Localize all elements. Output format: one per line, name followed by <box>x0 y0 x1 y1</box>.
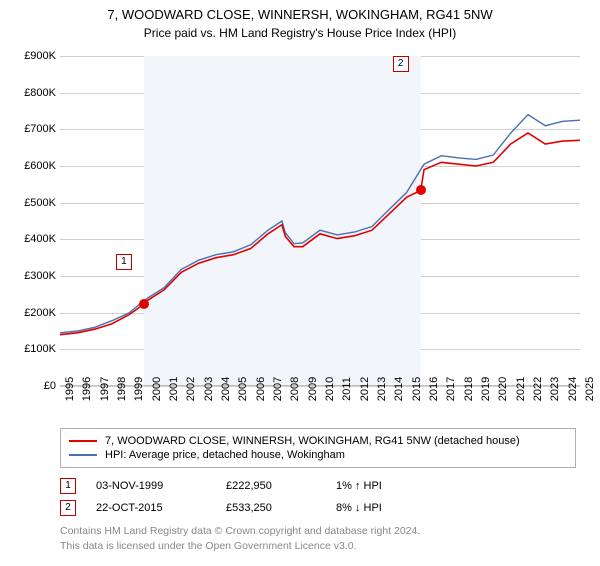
y-tick-label: £700K <box>24 123 56 135</box>
x-tick-label: 2003 <box>203 377 215 401</box>
x-tick-label: 2020 <box>497 377 509 401</box>
x-tick-label: 2024 <box>567 377 579 401</box>
x-tick-label: 1997 <box>99 377 111 401</box>
data-price: £533,250 <box>226 502 316 514</box>
legend-label: 7, WOODWARD CLOSE, WINNERSH, WOKINGHAM, … <box>105 435 520 447</box>
y-tick-label: £500K <box>24 197 56 209</box>
data-point-row: 2 22-OCT-2015 £533,250 8% ↓ HPI <box>60 500 580 516</box>
marker-badge: 1 <box>60 478 76 494</box>
x-tick-label: 2021 <box>515 377 527 401</box>
legend-swatch <box>69 440 97 442</box>
legend-item: HPI: Average price, detached house, Woki… <box>69 449 567 461</box>
marker-dot <box>416 185 426 195</box>
data-date: 22-OCT-2015 <box>96 502 206 514</box>
chart-title: 7, WOODWARD CLOSE, WINNERSH, WOKINGHAM, … <box>0 6 600 24</box>
x-tick-label: 2002 <box>185 377 197 401</box>
x-tick-label: 2008 <box>289 377 301 401</box>
x-tick-label: 2023 <box>549 377 561 401</box>
data-point-row: 1 03-NOV-1999 £222,950 1% ↑ HPI <box>60 478 580 494</box>
x-tick-label: 2016 <box>428 377 440 401</box>
legend: 7, WOODWARD CLOSE, WINNERSH, WOKINGHAM, … <box>60 428 576 468</box>
legend-swatch <box>69 454 97 456</box>
x-tick-label: 2015 <box>411 377 423 401</box>
x-tick-label: 2012 <box>359 377 371 401</box>
y-tick-label: £800K <box>24 87 56 99</box>
x-tick-label: 2025 <box>584 377 596 401</box>
legend-label: HPI: Average price, detached house, Woki… <box>105 449 345 461</box>
y-tick-label: £400K <box>24 233 56 245</box>
license-text: Contains HM Land Registry data © Crown c… <box>60 524 580 553</box>
x-tick-label: 2006 <box>255 377 267 401</box>
marker-badge: 2 <box>393 56 409 72</box>
chart-subtitle: Price paid vs. HM Land Registry's House … <box>0 26 600 40</box>
x-tick-label: 2011 <box>341 377 353 401</box>
marker-dot <box>139 299 149 309</box>
x-tick-label: 2001 <box>168 377 180 401</box>
x-tick-label: 2007 <box>272 377 284 401</box>
chart-area: £0£100K£200K£300K£400K£500K£600K£700K£80… <box>60 56 580 386</box>
x-tick-label: 2022 <box>532 377 544 401</box>
legend-item: 7, WOODWARD CLOSE, WINNERSH, WOKINGHAM, … <box>69 435 567 447</box>
x-tick-label: 2004 <box>220 377 232 401</box>
x-tick-label: 2013 <box>376 377 388 401</box>
y-tick-label: £0 <box>44 380 56 392</box>
marker-badge: 1 <box>116 254 132 270</box>
x-tick-label: 1999 <box>133 377 145 401</box>
x-tick-label: 1996 <box>81 377 93 401</box>
data-pct: 8% ↓ HPI <box>336 502 382 514</box>
x-tick-label: 2010 <box>324 377 336 401</box>
y-tick-label: £100K <box>24 343 56 355</box>
data-pct: 1% ↑ HPI <box>336 480 382 492</box>
marker-badge: 2 <box>60 500 76 516</box>
y-tick-label: £600K <box>24 160 56 172</box>
x-tick-label: 1998 <box>116 377 128 401</box>
x-tick-label: 2018 <box>463 377 475 401</box>
plot-svg <box>60 56 580 386</box>
x-tick-label: 2009 <box>307 377 319 401</box>
x-tick-label: 2005 <box>237 377 249 401</box>
x-tick-label: 2019 <box>480 377 492 401</box>
x-tick-label: 2017 <box>445 377 457 401</box>
y-tick-label: £300K <box>24 270 56 282</box>
data-date: 03-NOV-1999 <box>96 480 206 492</box>
x-tick-label: 1995 <box>64 377 76 401</box>
x-tick-label: 2014 <box>393 377 405 401</box>
y-tick-label: £900K <box>24 50 56 62</box>
data-price: £222,950 <box>226 480 316 492</box>
footer: 1 03-NOV-1999 £222,950 1% ↑ HPI 2 22-OCT… <box>60 472 580 553</box>
x-tick-label: 2000 <box>151 377 163 401</box>
y-tick-label: £200K <box>24 307 56 319</box>
chart-container: 7, WOODWARD CLOSE, WINNERSH, WOKINGHAM, … <box>0 6 600 566</box>
